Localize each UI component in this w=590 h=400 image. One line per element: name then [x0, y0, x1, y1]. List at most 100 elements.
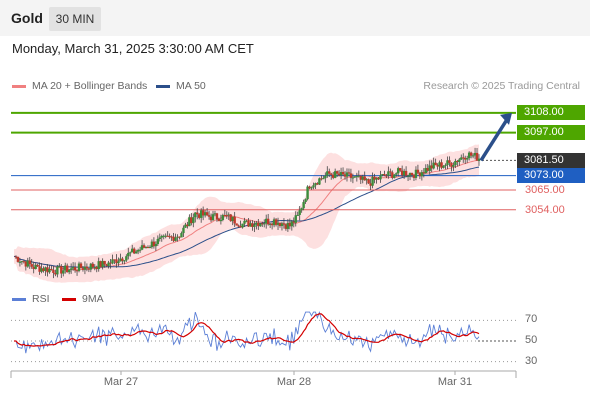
candle-body	[215, 213, 219, 219]
candle-body	[434, 162, 437, 166]
candle-body	[331, 174, 335, 178]
candle-body	[367, 179, 370, 184]
candle-body	[225, 215, 228, 217]
candle-body	[160, 235, 163, 238]
candle-body	[227, 214, 230, 216]
candle-body	[134, 251, 138, 254]
ma20-swatch	[12, 84, 26, 88]
candle-body	[326, 171, 329, 176]
candle-body	[369, 183, 372, 186]
candle-body	[389, 171, 392, 173]
ma50-swatch	[156, 84, 170, 88]
candle-body	[473, 152, 477, 156]
candle-body	[422, 172, 426, 174]
candle-body	[306, 186, 309, 200]
candle-body	[387, 171, 390, 176]
candle-body	[77, 263, 81, 272]
legend-rsi-ma: 9MA	[62, 293, 104, 305]
candle-body	[235, 223, 238, 226]
candle-body	[73, 267, 77, 271]
candle-body	[462, 157, 465, 159]
candle-body	[69, 268, 73, 270]
candle-body	[286, 222, 290, 229]
candle-body	[40, 268, 43, 272]
candle-body	[150, 241, 154, 248]
candle-body	[359, 175, 362, 180]
candle-body	[229, 214, 232, 222]
candle-body	[278, 222, 282, 226]
candle-body	[290, 221, 294, 227]
candle-body	[198, 214, 201, 218]
time-tick-label: Mar 28	[276, 376, 312, 388]
candle-body	[432, 162, 435, 169]
candle-body	[424, 167, 428, 174]
candle-body	[71, 267, 75, 269]
candle-body	[379, 175, 382, 180]
candle-body	[182, 227, 185, 234]
price-label-pivot: 3073.00	[517, 168, 585, 184]
candle-body	[373, 176, 376, 180]
candle-body	[440, 162, 443, 168]
candle-body	[50, 268, 53, 270]
candle-body	[343, 174, 347, 177]
candle-body	[371, 176, 374, 186]
candle-body	[314, 183, 317, 186]
candle-body	[365, 179, 368, 181]
candle-body	[132, 248, 136, 254]
candle-body	[156, 238, 160, 245]
candle-body	[351, 177, 355, 179]
candle-body	[398, 168, 402, 171]
candle-body	[239, 226, 242, 228]
candle-body	[221, 215, 225, 220]
candle-body	[56, 266, 59, 275]
rsi-ma-label: 9MA	[82, 293, 104, 305]
candle-body	[174, 237, 177, 241]
rsi-tick-label: 30	[525, 354, 538, 367]
rsi-ma-line	[14, 313, 480, 347]
legend-ma20: MA 20 + Bollinger Bands	[12, 80, 147, 92]
candle-body	[377, 177, 380, 180]
candle-body	[166, 235, 169, 237]
candle-body	[231, 216, 234, 222]
candle-body	[420, 172, 424, 177]
research-credit: Research © 2025 Trading Central	[423, 80, 580, 92]
candle-body	[62, 270, 65, 274]
candle-body	[345, 172, 349, 177]
interval-button[interactable]: 30 MIN	[49, 7, 101, 31]
candle-body	[408, 172, 412, 176]
candle-body	[131, 248, 134, 253]
candle-body	[136, 250, 140, 252]
candle-body	[259, 223, 262, 227]
candle-body	[465, 158, 469, 160]
candle-body	[26, 260, 29, 267]
candle-body	[304, 199, 307, 203]
candle-body	[36, 264, 39, 267]
candle-body	[105, 264, 108, 267]
candle-body	[402, 170, 406, 176]
candle-body	[219, 219, 223, 222]
candle-body	[85, 266, 89, 269]
candle-body	[101, 260, 104, 268]
candle-body	[436, 165, 439, 167]
candle-body	[442, 165, 445, 168]
candle-body	[341, 172, 345, 175]
candle-body	[201, 210, 205, 216]
candle-body	[333, 171, 337, 178]
time-tick-label: Mar 27	[103, 376, 139, 388]
candle-body	[67, 269, 71, 273]
candle-body	[298, 210, 301, 215]
candle-body	[353, 176, 357, 178]
candle-body	[125, 256, 128, 261]
candle-body	[223, 215, 227, 217]
price-label-support: 3054.00	[525, 203, 565, 216]
candle-body	[119, 258, 122, 262]
candle-body	[477, 158, 481, 161]
candle-body	[444, 164, 447, 166]
candle-body	[32, 266, 35, 270]
candle-body	[253, 224, 256, 227]
candle-body	[316, 183, 319, 185]
candle-body	[203, 212, 207, 216]
candle-body	[406, 175, 410, 177]
candle-body	[24, 261, 28, 267]
